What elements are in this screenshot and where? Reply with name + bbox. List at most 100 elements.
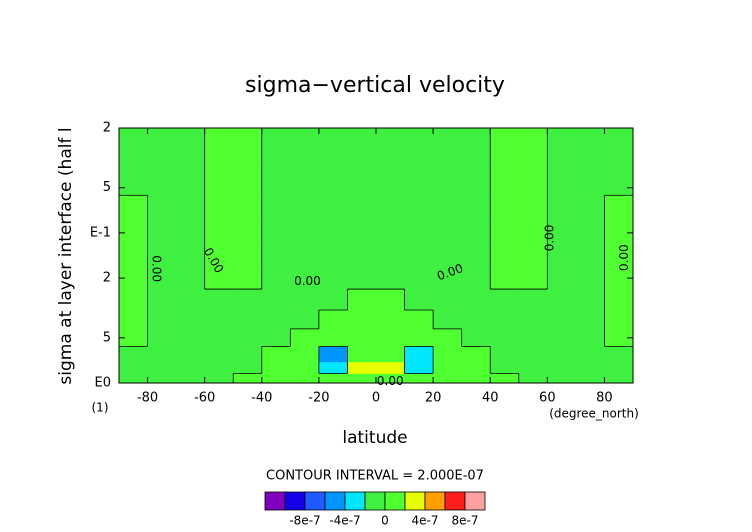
field-cell <box>604 289 634 311</box>
field-cell <box>404 266 434 290</box>
field-cell <box>433 243 463 267</box>
y-tick-label: 5 <box>103 180 111 195</box>
field-cell <box>376 243 406 267</box>
colorbar-box <box>464 491 486 511</box>
field-cell <box>261 373 291 384</box>
y-axis-label: sigma at layer interface (half l <box>56 127 76 384</box>
field-cell <box>461 221 491 245</box>
field-cell <box>290 309 320 330</box>
field-cell <box>404 346 434 363</box>
colorbar-box <box>444 491 466 511</box>
field-cell <box>518 128 548 166</box>
field-cell <box>575 289 605 311</box>
field-cell <box>204 128 234 166</box>
field-cell <box>233 373 263 384</box>
field-cell <box>461 373 491 384</box>
field-cell <box>376 221 406 245</box>
contour-label: 0.00 <box>617 244 631 271</box>
field-cell <box>290 346 320 363</box>
field-cell <box>347 309 377 330</box>
field-cell <box>290 221 320 245</box>
colorbar-box <box>304 491 326 511</box>
field-cell <box>204 373 234 384</box>
field-cell <box>404 361 434 374</box>
field-cell <box>204 289 234 311</box>
field-cell <box>119 243 149 267</box>
colorbar-tick-label: 4e-7 <box>412 514 439 528</box>
field-cell <box>347 195 377 222</box>
x-tick-label: 80 <box>596 391 613 406</box>
field-cell <box>404 195 434 222</box>
field-cell <box>119 221 149 245</box>
field-cell <box>433 289 463 311</box>
field-cell <box>119 289 149 311</box>
field-cell <box>376 289 406 311</box>
field-cell <box>204 346 234 363</box>
field-cell <box>347 328 377 347</box>
field-cell <box>433 328 463 347</box>
field-cell <box>204 243 234 267</box>
field-cell <box>347 243 377 267</box>
field-cell <box>575 309 605 330</box>
field-cell <box>147 243 177 267</box>
x-tick-label: 40 <box>482 391 499 406</box>
field-cell <box>318 289 348 311</box>
field-cell <box>233 289 263 311</box>
field-cell <box>176 289 206 311</box>
field-cell <box>490 128 520 166</box>
field-cell <box>376 165 406 196</box>
field-cell <box>233 346 263 363</box>
field-cell <box>575 346 605 363</box>
field-cell <box>233 328 263 347</box>
field-cell <box>376 373 406 384</box>
field-cell <box>604 266 634 290</box>
field-cell <box>204 195 234 222</box>
field-cell <box>290 128 320 166</box>
field-cell <box>490 165 520 196</box>
field-cell <box>147 328 177 347</box>
field-cell <box>347 266 377 290</box>
field-cell <box>176 373 206 384</box>
field-cell <box>575 243 605 267</box>
field-cell <box>575 221 605 245</box>
field-cell <box>461 128 491 166</box>
field-cell <box>318 243 348 267</box>
colorbar-box <box>284 491 306 511</box>
field-cell <box>261 221 291 245</box>
colorbar-label: CONTOUR INTERVAL = 2.000E-07 <box>266 469 484 484</box>
field-cell <box>604 361 634 374</box>
field-cell <box>461 195 491 222</box>
field-cell <box>318 195 348 222</box>
field-cell <box>290 266 320 290</box>
field-cell <box>404 128 434 166</box>
field-cell <box>461 361 491 374</box>
field-cell <box>604 195 634 222</box>
field-cell <box>147 128 177 166</box>
y-axis-unit: (1) <box>92 401 109 415</box>
field-cell <box>604 346 634 363</box>
x-tick-label: 20 <box>425 391 442 406</box>
field-cell <box>433 221 463 245</box>
field-cell <box>147 195 177 222</box>
field-cell <box>204 266 234 290</box>
field-cell <box>261 266 291 290</box>
field-cell <box>490 266 520 290</box>
field-cell <box>147 221 177 245</box>
field-cell <box>433 373 463 384</box>
field-cell <box>176 221 206 245</box>
field-cell <box>318 328 348 347</box>
field-cell <box>318 128 348 166</box>
field-cell <box>433 346 463 363</box>
field-cell <box>261 346 291 363</box>
field-cell <box>204 221 234 245</box>
x-tick-label: -20 <box>308 391 329 406</box>
field-cell <box>233 165 263 196</box>
field-cell <box>490 328 520 347</box>
field-cell <box>518 289 548 311</box>
field-cell <box>290 373 320 384</box>
field-cell <box>119 373 149 384</box>
contour-label: 0.00 <box>543 225 557 252</box>
field-cell <box>433 128 463 166</box>
field-cell <box>233 266 263 290</box>
